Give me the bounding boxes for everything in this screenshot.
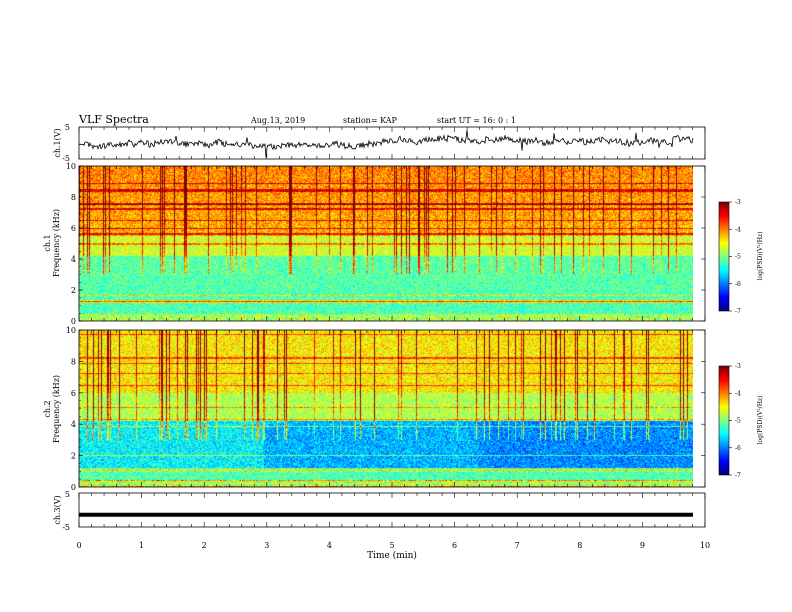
colorbar-tick-label: -5 [735,418,741,425]
y-tick-label: 4 [71,420,76,429]
x-tick-label: 10 [700,541,710,550]
ch3-waveform-panel: 5 -5 ch.3(V) [53,490,706,532]
chart-title: VLF Spectra [78,113,149,126]
y-tick-label: 8 [71,357,76,366]
colorbar-tick-label: -4 [735,390,741,397]
colorbar-tick-label: -3 [735,363,741,370]
y-tick-label: 2 [71,452,76,461]
ch1-waveform-panel: 5 -5 ch.1(V) [53,123,706,163]
colorbar-tick-label: -4 [735,226,741,233]
y-tick-label: 2 [71,286,76,295]
colorbar-tick-label: -7 [735,308,741,315]
x-tick-label: 1 [139,541,144,550]
colorbar-tick-label: -6 [735,281,741,288]
y-tick-label: 4 [71,255,76,264]
y-tick-label: 0 [71,317,76,326]
x-tick-label: 0 [76,541,81,550]
station-label: station= KAP [343,116,398,125]
x-tick-label: 2 [202,541,207,550]
ch1-spec-ylabel-line1: ch.1 [43,234,52,251]
x-tick-label: 4 [327,541,332,550]
x-tick-label: 6 [452,541,457,550]
ch1-waveform-line [78,130,694,158]
colorbar-tick-label: -7 [735,472,741,479]
ch2-spec-ylabel-line1: ch.2 [43,400,52,417]
ch1-ylabel: ch.1(V) [53,128,62,157]
y-tick-label: 6 [71,224,76,233]
ch3-ytick-bottom: -5 [62,523,70,532]
ch2-spectrogram-image [79,330,693,487]
y-tick-label: 8 [71,193,76,202]
y-tick-label: 10 [66,162,76,171]
y-tick-label: 10 [66,326,76,335]
x-tick-label: 5 [389,541,394,550]
ch1-ytick-top: 5 [65,123,70,132]
ch3-ytick-top: 5 [65,490,70,499]
ch1-ytick-bottom: -5 [62,154,70,163]
x-tick-label: 8 [577,541,582,550]
ch1-spectrogram-image [79,166,693,321]
x-axis-label: Time (min) [367,550,417,561]
ch2-spec-ylabel-line2: Frequency (kHz) [52,375,61,443]
ch1-spec-ylabel-line2: Frequency (kHz) [52,209,61,277]
colorbar-tick-label: -6 [735,445,741,452]
x-tick-label: 9 [640,541,645,550]
start-time-label: start UT = 16: 0 : 1 [437,116,516,125]
x-tick-label: 3 [264,541,269,550]
colorbar-tick-label: -3 [735,199,741,206]
x-tick-label: 7 [515,541,520,550]
y-tick-label: 0 [71,483,76,492]
x-axis-tick-labels: 0 1 2 3 4 5 6 7 8 9 10 [76,541,710,550]
ch2-colorbar [719,366,729,475]
ch3-ylabel: ch.3(V) [53,495,62,524]
ch2-colorbar-label: log(PSD)(V²/Hz) [757,396,764,445]
ch1-colorbar-label: log(PSD)(V²/Hz) [757,232,764,281]
ch1-colorbar [719,202,729,311]
colorbar-tick-label: -5 [735,254,741,261]
y-tick-label: 6 [71,389,76,398]
date-label: Aug.13, 2019 [250,116,305,125]
